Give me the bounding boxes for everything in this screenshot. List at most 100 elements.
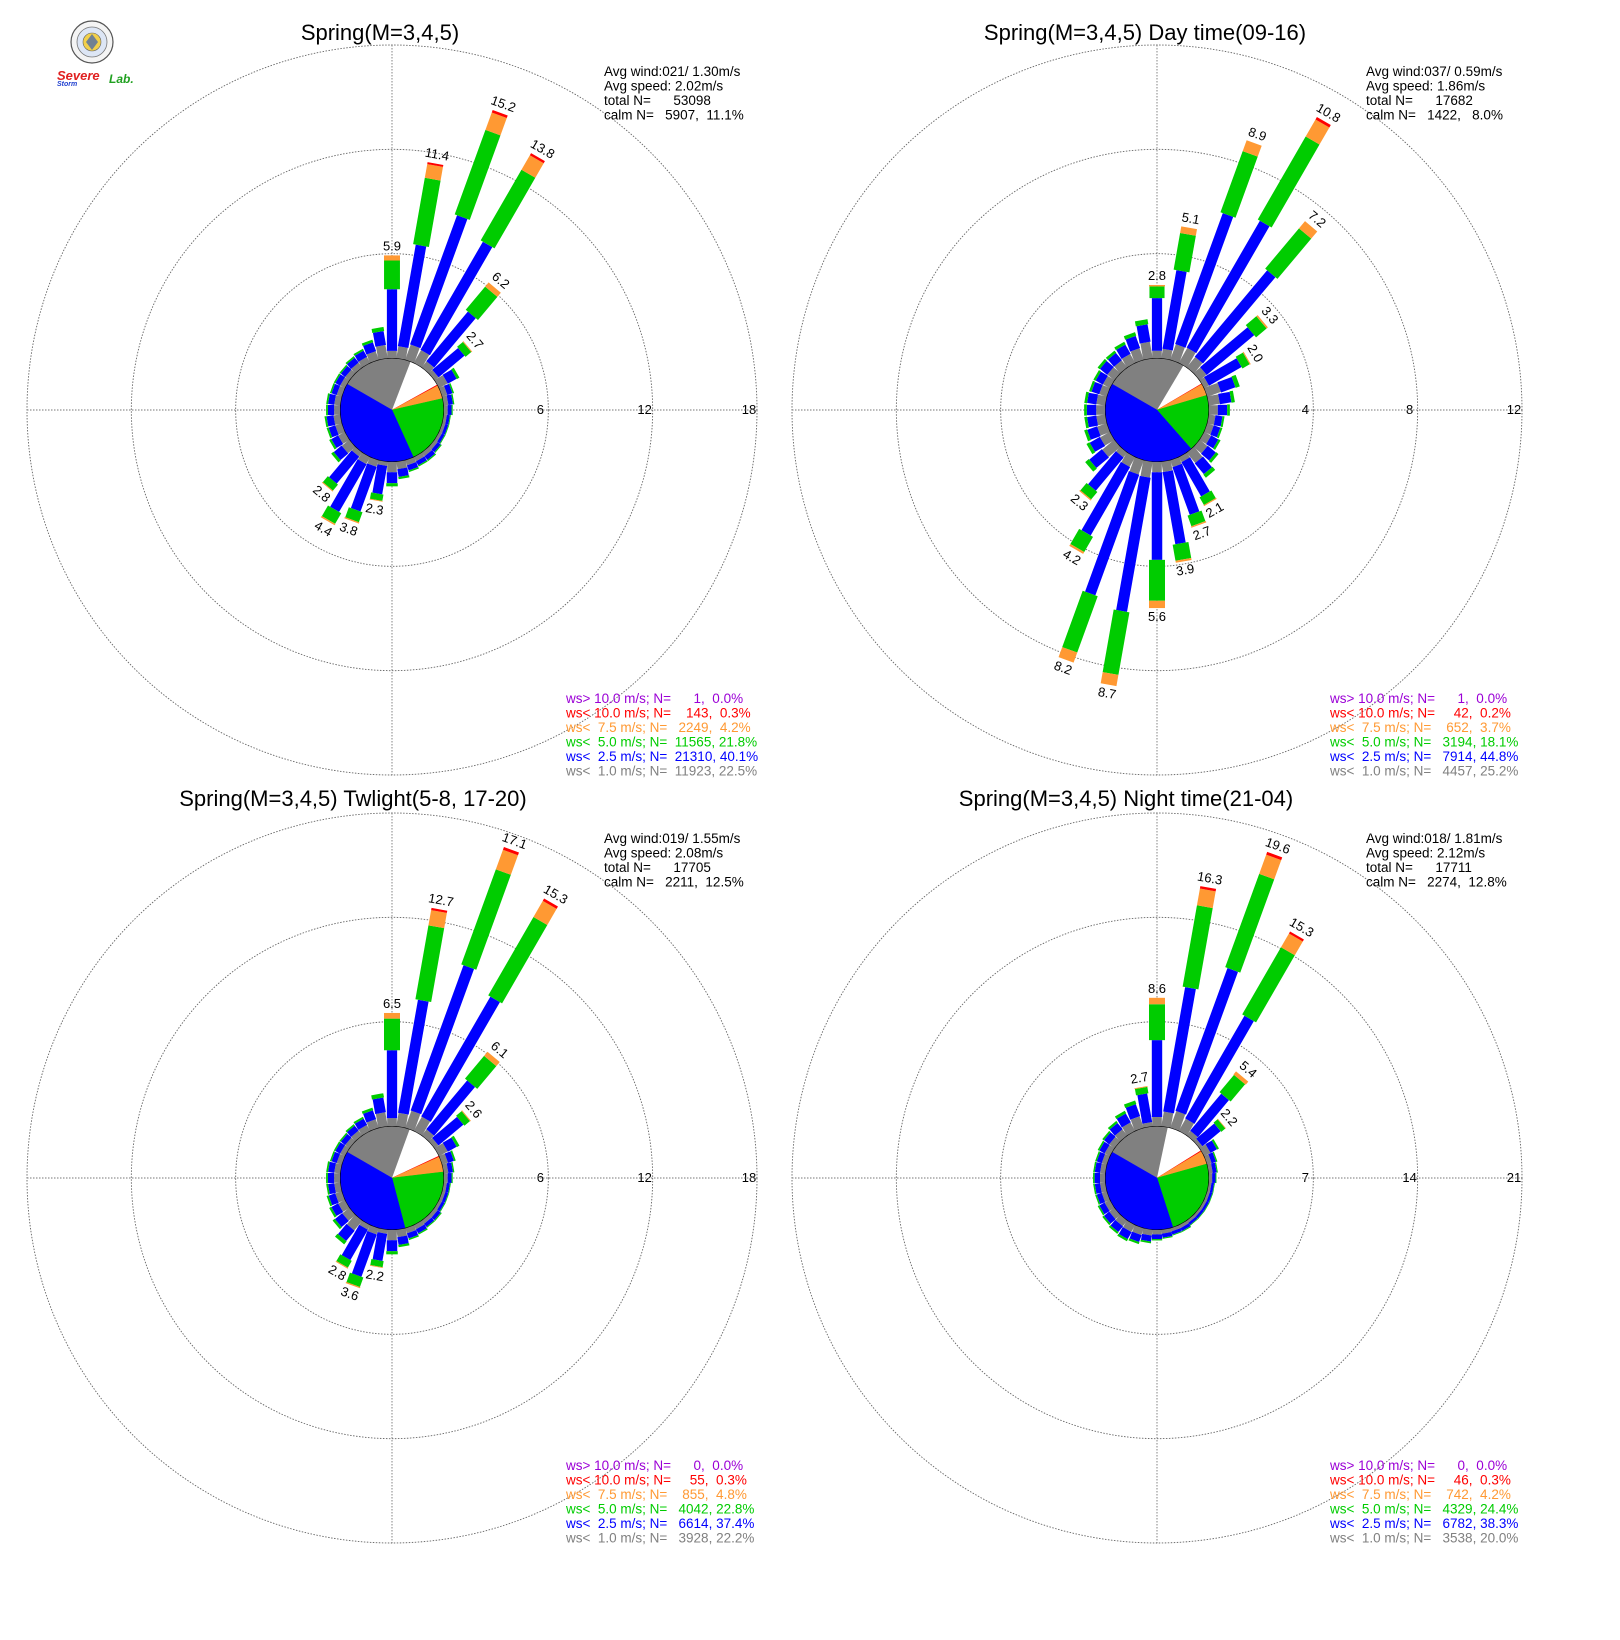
bar-dir-100 bbox=[1207, 414, 1225, 428]
bar-segment bbox=[1105, 350, 1117, 360]
stats-line: Avg wind:018/ 1.81m/s bbox=[1366, 831, 1503, 846]
bar-segment bbox=[387, 350, 397, 358]
bar-segment bbox=[384, 260, 400, 290]
bar-segment bbox=[1094, 1162, 1102, 1174]
bar-segment bbox=[1102, 439, 1121, 457]
bar-segment bbox=[1058, 647, 1078, 663]
bar-segment bbox=[387, 1230, 397, 1241]
bar-segment bbox=[1084, 416, 1089, 429]
bar-dir-240 bbox=[329, 431, 350, 450]
bar-dir-200 bbox=[1058, 457, 1144, 663]
bar-segment bbox=[1180, 1223, 1191, 1232]
bar-dir-200 bbox=[344, 457, 379, 524]
bar-segment bbox=[363, 1110, 377, 1123]
bar-dir-60 bbox=[1199, 351, 1251, 389]
bar-dir-200 bbox=[1128, 1225, 1144, 1245]
bar-segment bbox=[1108, 1225, 1119, 1234]
bar-segment bbox=[424, 164, 443, 181]
bar-dir-340 bbox=[361, 1107, 379, 1131]
bar-segment bbox=[542, 898, 558, 909]
bar-dir-90 bbox=[444, 1172, 453, 1184]
legend-entry: ws< 5.0 m/s; N= 11565, 21.8% bbox=[565, 735, 757, 750]
bar-segment bbox=[1178, 1118, 1194, 1136]
bar-dir-190 bbox=[1140, 1228, 1153, 1244]
legend-entry: ws< 10.0 m/s; N= 55, 0.3% bbox=[565, 1473, 747, 1488]
bar-dir-40 bbox=[421, 282, 501, 374]
bar-segment bbox=[346, 1125, 359, 1137]
bar-segment bbox=[1199, 490, 1216, 505]
bar-segment bbox=[1227, 404, 1230, 416]
stats-line: total N= 17682 bbox=[1366, 93, 1473, 108]
bar-segment bbox=[333, 445, 349, 461]
bar-dir-280 bbox=[1093, 1161, 1107, 1174]
bar-dir-290 bbox=[329, 383, 345, 397]
bar-dir-290 bbox=[1095, 1151, 1110, 1165]
bar-dir-150 bbox=[1178, 1220, 1192, 1233]
ring-label: 4 bbox=[1302, 402, 1309, 417]
bar-segment bbox=[398, 475, 410, 480]
bar-segment bbox=[1095, 371, 1108, 385]
legend-entry: ws< 5.0 m/s; N= 4329, 24.4% bbox=[1329, 1502, 1518, 1517]
bar-segment bbox=[1101, 1154, 1110, 1165]
bar-value-label: 2.7 bbox=[1191, 523, 1213, 543]
stats-line: Avg speed: 2.02m/s bbox=[604, 79, 723, 94]
bar-segment bbox=[1217, 1118, 1226, 1129]
bar-dir-120 bbox=[434, 1199, 446, 1212]
bar-segment bbox=[1125, 335, 1141, 352]
bar-dir-300 bbox=[1093, 370, 1115, 389]
stats-line: Avg speed: 2.12m/s bbox=[1366, 846, 1485, 861]
wind-rose-panel-2: 4 8 122.85.18.910.87.23.32.02.12.73.95.68.… bbox=[791, 20, 1523, 779]
bar-segment bbox=[1099, 360, 1114, 375]
bar-segment bbox=[320, 515, 336, 526]
bar-segment bbox=[1097, 1140, 1105, 1151]
bar-segment bbox=[332, 1218, 342, 1230]
legend-entry: ws< 7.5 m/s; N= 652, 3.7% bbox=[1329, 720, 1511, 735]
bar-segment bbox=[1151, 298, 1163, 351]
bar-segment bbox=[326, 427, 333, 439]
bar-segment bbox=[1114, 360, 1128, 374]
bar-segment bbox=[1151, 472, 1163, 560]
bar-segment bbox=[329, 438, 337, 450]
bar-segment bbox=[327, 1172, 335, 1184]
bar-segment bbox=[1149, 997, 1165, 1005]
bar-segment bbox=[326, 415, 336, 427]
logo-text-lab: Lab. bbox=[109, 72, 134, 86]
bar-segment bbox=[1204, 423, 1214, 435]
panel-title: Spring(M=3,4,5) bbox=[301, 20, 459, 45]
bar-segment bbox=[1137, 1093, 1153, 1124]
legend-entry: ws< 7.5 m/s; N= 855, 4.8% bbox=[565, 1487, 747, 1502]
bar-dir-80 bbox=[1207, 1162, 1218, 1174]
bar-dir-220 bbox=[335, 1214, 363, 1245]
bar-segment bbox=[449, 383, 455, 394]
bar-segment bbox=[1196, 888, 1216, 909]
bar-segment bbox=[1116, 446, 1128, 458]
bar-segment bbox=[1256, 315, 1268, 329]
bar-segment bbox=[1193, 1207, 1202, 1217]
bar-segment bbox=[1194, 270, 1276, 364]
bar-dir-340 bbox=[361, 339, 379, 363]
legend-entry: ws< 1.0 m/s; N= 4457, 25.2% bbox=[1329, 764, 1518, 779]
bar-dir-300 bbox=[1097, 1140, 1115, 1157]
bar-segment bbox=[386, 1240, 398, 1252]
bar-segment bbox=[1242, 140, 1262, 157]
bar-segment bbox=[439, 1153, 448, 1165]
bar-segment bbox=[1172, 541, 1192, 561]
bar-segment bbox=[336, 1254, 352, 1268]
bar-dir-230 bbox=[1085, 439, 1121, 472]
bar-dir-350 bbox=[1134, 319, 1153, 360]
stats-line: total N= 53098 bbox=[604, 93, 711, 108]
bar-dir-50 bbox=[428, 1110, 471, 1149]
bar-segment bbox=[1207, 394, 1220, 406]
bar-dir-340 bbox=[1123, 1100, 1144, 1131]
bar-dir-240 bbox=[329, 1199, 350, 1218]
bar-dir-80 bbox=[442, 394, 455, 406]
bar-segment bbox=[1171, 1228, 1182, 1235]
bar-dir-160 bbox=[1170, 1225, 1183, 1236]
bar-segment bbox=[327, 404, 335, 416]
bar-segment bbox=[1103, 1211, 1116, 1224]
bar-segment bbox=[1199, 377, 1209, 389]
bar-segment bbox=[335, 423, 345, 435]
bar-segment bbox=[361, 1107, 374, 1114]
bar-dir-110 bbox=[439, 423, 450, 435]
bar-segment bbox=[334, 405, 340, 415]
